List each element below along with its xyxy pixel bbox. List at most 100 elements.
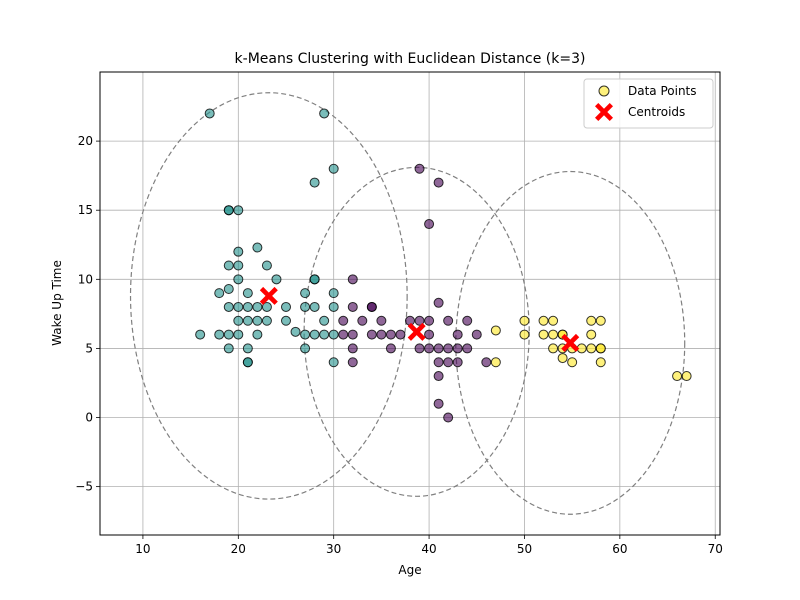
data-point (328, 163, 339, 174)
data-point (233, 301, 244, 312)
data-point (252, 242, 263, 253)
data-point (242, 357, 253, 368)
y-tick-label: 5 (85, 341, 93, 355)
data-point (490, 325, 501, 336)
data-point (319, 315, 330, 326)
x-tick-label: 40 (421, 542, 436, 556)
data-point (290, 326, 301, 337)
legend-data-points-label: Data Points (628, 84, 697, 98)
data-point (261, 260, 272, 271)
data-point (414, 343, 425, 354)
data-point (414, 163, 425, 174)
centroid-marker (259, 286, 278, 305)
data-point (252, 329, 263, 340)
centroid-marker (407, 322, 426, 341)
x-tick-label: 60 (612, 542, 627, 556)
data-point (319, 329, 330, 340)
data-point (424, 329, 435, 340)
x-tick-label: 50 (517, 542, 532, 556)
data-point (433, 297, 444, 308)
x-tick-label: 30 (326, 542, 341, 556)
data-point (548, 329, 559, 340)
data-point (252, 315, 263, 326)
data-point (233, 205, 244, 216)
data-point (471, 329, 482, 340)
data-point (223, 260, 234, 271)
data-point (424, 343, 435, 354)
data-point (300, 343, 311, 354)
data-point (252, 301, 263, 312)
data-point (452, 357, 463, 368)
data-point (433, 398, 444, 409)
y-tick-label: −5 (75, 480, 93, 494)
data-point (443, 343, 454, 354)
data-point (223, 301, 234, 312)
data-point (214, 329, 225, 340)
data-point (366, 329, 377, 340)
data-point (223, 205, 234, 216)
data-point (347, 357, 358, 368)
y-tick-label: 0 (85, 411, 93, 425)
data-point (309, 274, 320, 285)
data-point (424, 315, 435, 326)
centroid-marker (561, 333, 580, 352)
data-point (586, 315, 597, 326)
data-point (328, 329, 339, 340)
data-point (366, 301, 377, 312)
legend-centroids-label: Centroids (628, 105, 685, 119)
data-point (443, 315, 454, 326)
legend-data-points-marker (598, 85, 610, 97)
data-point (347, 301, 358, 312)
data-point (433, 357, 444, 368)
x-tick-label: 20 (231, 542, 246, 556)
data-point (490, 357, 501, 368)
data-point (586, 343, 597, 354)
data-point (357, 315, 368, 326)
data-point (548, 343, 559, 354)
data-point (309, 301, 320, 312)
data-point (261, 315, 272, 326)
data-point (595, 357, 606, 368)
data-point (414, 315, 425, 326)
data-points (195, 108, 692, 423)
data-point (195, 329, 206, 340)
data-point (433, 371, 444, 382)
data-point (538, 315, 549, 326)
data-point (347, 329, 358, 340)
x-tick-label: 10 (135, 542, 150, 556)
data-point (452, 329, 463, 340)
data-point (443, 357, 454, 368)
data-point (271, 274, 282, 285)
data-point (347, 343, 358, 354)
data-point (462, 315, 473, 326)
data-point (214, 288, 225, 299)
data-point (281, 301, 291, 312)
y-tick-label: 20 (78, 134, 93, 148)
data-point (328, 288, 339, 299)
data-point (567, 357, 578, 368)
data-point (300, 301, 311, 312)
data-point (586, 329, 597, 340)
chart-title: k-Means Clustering with Euclidean Distan… (235, 51, 586, 67)
legend: Data Points Centroids (583, 78, 714, 129)
axis-ticks: 10 20 30 40 50 60 70 −5 0 5 10 15 20 (75, 134, 723, 556)
data-point (242, 301, 253, 312)
data-point (462, 343, 473, 354)
data-point (519, 329, 530, 340)
data-point (452, 343, 463, 354)
data-point (338, 329, 349, 340)
data-point (424, 219, 435, 230)
data-point (233, 246, 244, 257)
data-point (242, 343, 253, 354)
data-point (233, 260, 244, 271)
data-point (233, 315, 244, 326)
data-point (233, 274, 244, 285)
data-point (328, 357, 339, 368)
data-point (538, 329, 549, 340)
data-point (376, 329, 387, 340)
data-point (233, 329, 244, 340)
data-point (548, 315, 559, 326)
x-tick-label: 70 (708, 542, 723, 556)
data-point (595, 315, 606, 326)
